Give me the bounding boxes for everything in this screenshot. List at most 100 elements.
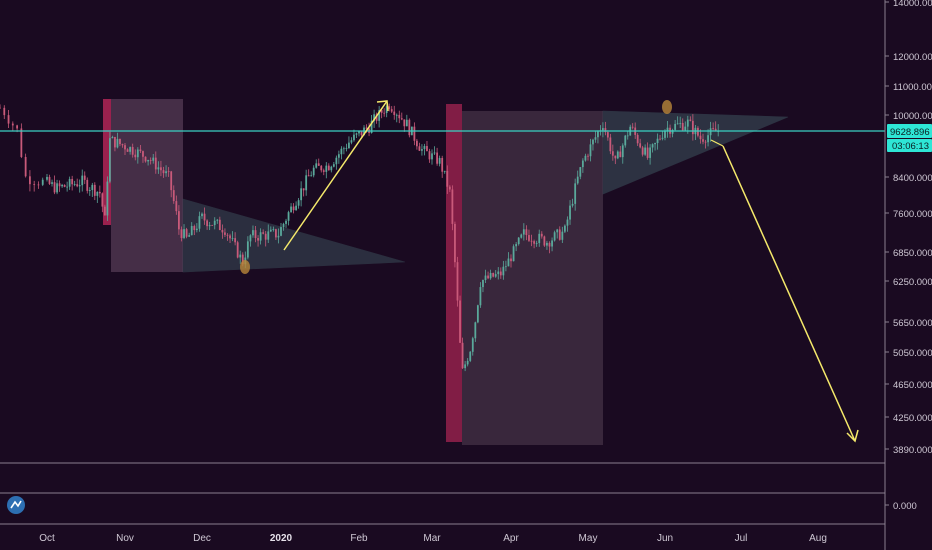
candle	[522, 223, 525, 241]
price-label: 5050.000	[893, 348, 932, 359]
candle	[302, 188, 305, 197]
price-axis[interactable]: 14000.000 12000.000 11000.000 10000.000 …	[885, 0, 932, 512]
candle	[106, 176, 109, 221]
candle	[571, 198, 574, 208]
candle	[149, 157, 152, 165]
price-tick: 4250.000	[885, 413, 932, 424]
candle	[61, 183, 63, 188]
candle	[441, 155, 444, 178]
candle	[267, 224, 270, 243]
time-axis[interactable]: Oct Nov Dec 2020 Feb Mar Apr May Jun Jul…	[39, 533, 827, 544]
candle	[594, 131, 597, 143]
candle	[277, 228, 280, 244]
candle	[327, 163, 330, 171]
candle	[684, 121, 687, 132]
candle	[193, 224, 196, 236]
candle	[178, 205, 180, 235]
red-band-2	[446, 104, 462, 442]
candle	[11, 121, 14, 132]
candle	[448, 185, 451, 192]
candle	[597, 130, 599, 144]
price-label: 6250.000	[893, 277, 932, 288]
candle	[229, 233, 231, 244]
price-label: 5650.000	[893, 318, 932, 329]
candle	[307, 169, 310, 177]
time-label: Jun	[657, 533, 673, 544]
current-price-badge[interactable]: 9628.896 03:06:13	[887, 124, 932, 152]
candle	[51, 179, 53, 187]
top-marker-icon	[662, 100, 672, 114]
candle	[208, 221, 211, 231]
candle	[172, 185, 175, 204]
candle	[587, 153, 589, 161]
candle	[41, 177, 44, 187]
candle	[292, 203, 295, 214]
price-label: 3890.000	[893, 445, 932, 456]
candle	[262, 229, 265, 235]
time-label: 2020	[270, 533, 293, 544]
candle	[53, 175, 56, 195]
candle	[236, 240, 239, 259]
candle	[388, 103, 391, 112]
candle	[312, 165, 315, 178]
candle	[343, 146, 345, 155]
candle	[540, 231, 543, 239]
candle	[400, 112, 403, 121]
price-tick: 8400.000	[885, 173, 932, 184]
candle	[702, 133, 704, 145]
price-tick: 10000.000	[885, 111, 932, 122]
candle	[310, 171, 313, 177]
candle	[681, 118, 684, 132]
candle	[624, 134, 627, 148]
candle	[602, 122, 604, 138]
candle	[436, 147, 438, 166]
candle	[614, 155, 617, 165]
candle	[216, 218, 219, 224]
candle	[641, 145, 644, 157]
candle	[378, 106, 381, 128]
candle	[476, 304, 479, 324]
candle	[282, 222, 285, 231]
range-box-2	[462, 111, 603, 445]
candle	[619, 146, 622, 158]
candle	[213, 217, 216, 230]
candle	[162, 166, 165, 178]
candle	[322, 168, 325, 176]
candle	[375, 112, 378, 124]
candle	[609, 133, 612, 155]
candle	[257, 235, 259, 247]
candle	[66, 181, 69, 192]
candle	[604, 121, 607, 136]
tradingview-logo-icon[interactable]	[7, 496, 25, 514]
candle	[345, 143, 348, 152]
candle	[335, 155, 338, 170]
candle	[170, 170, 173, 198]
candle	[103, 204, 106, 216]
price-tick: 6250.000	[885, 277, 932, 288]
candle	[492, 272, 495, 278]
candle	[185, 227, 188, 239]
candle	[285, 218, 287, 228]
candle	[144, 156, 147, 163]
candle	[471, 336, 474, 356]
candle	[651, 143, 654, 153]
candle	[252, 225, 254, 238]
candle	[275, 228, 277, 241]
candle	[574, 178, 577, 211]
price-label: 12000.000	[893, 52, 932, 63]
red-band-1	[103, 99, 111, 225]
candle	[649, 144, 651, 165]
candle	[674, 120, 677, 132]
candle	[101, 192, 104, 213]
candle	[272, 226, 275, 232]
time-label: Apr	[503, 533, 519, 544]
candle	[564, 224, 566, 234]
candle	[76, 178, 79, 188]
candle	[697, 126, 699, 138]
candle	[37, 181, 40, 189]
price-label: 10000.000	[893, 111, 932, 122]
candle	[621, 143, 624, 164]
candle	[305, 169, 308, 196]
